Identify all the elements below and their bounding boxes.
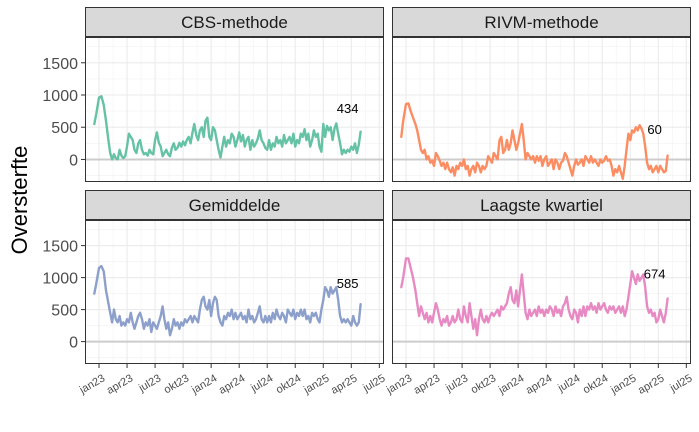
x-tick-label: okt23 [162, 372, 191, 396]
facet-strip [392, 7, 691, 37]
panel-border [85, 37, 384, 182]
x-tick-label: jul23 [136, 372, 163, 395]
y-tick-label: 1500 [42, 56, 78, 73]
series-line-2 [93, 264, 362, 337]
last-value-label: 434 [337, 101, 359, 116]
x-tick-label: apr23 [412, 372, 442, 396]
x-tick-label: apr25 [636, 372, 666, 396]
last-value-label: 674 [644, 266, 666, 281]
facet-strip [85, 7, 384, 37]
panel-border [392, 37, 691, 182]
facet-strip [85, 190, 384, 220]
y-tick-label: 500 [51, 303, 78, 320]
facet-title: Laagste kwartiel [480, 196, 603, 215]
facet-strip [392, 190, 691, 220]
x-tick-label: jan25 [608, 372, 638, 396]
x-tick-label: jan25 [301, 372, 331, 396]
panel-0: 434 CBS-methode 0 500 1000 1500 [42, 7, 384, 182]
panel-border [392, 220, 691, 364]
y-tick-label: 0 [69, 152, 78, 169]
x-tick-label: jan24 [496, 372, 526, 396]
panel-border [85, 220, 384, 364]
x-tick-label: okt24 [274, 372, 303, 396]
x-tick-label: okt24 [581, 372, 610, 396]
x-tick-label: jan24 [189, 372, 219, 396]
x-tick-label: jul24 [555, 372, 582, 395]
facet-title: Gemiddelde [189, 196, 281, 215]
y-tick-label: 0 [69, 335, 78, 352]
x-tick-label: jul24 [248, 372, 275, 395]
series-line-1 [400, 102, 669, 180]
x-tick-label: apr25 [329, 372, 359, 396]
x-tick-label: jul25 [667, 372, 694, 395]
x-tick-label: apr24 [524, 372, 554, 396]
panel-background [85, 37, 384, 182]
series-line-3 [400, 257, 669, 337]
x-tick-label: jul23 [443, 372, 470, 395]
facet-title: CBS-methode [181, 13, 288, 32]
last-value-label: 60 [647, 122, 661, 137]
y-tick-label: 1000 [42, 271, 78, 288]
y-tick-label: 1500 [42, 239, 78, 256]
last-value-label: 585 [337, 276, 359, 291]
x-tick-label: okt23 [469, 372, 498, 396]
y-axis-title: Oversterfte [7, 146, 32, 255]
panel-1: 60 RIVM-methode [392, 7, 691, 182]
x-tick-label: jan23 [77, 372, 107, 396]
y-tick-label: 1000 [42, 88, 78, 105]
x-tick-label: jul25 [360, 372, 387, 395]
y-tick-label: 500 [51, 120, 78, 137]
facet-title: RIVM-methode [484, 13, 598, 32]
series-line-0 [93, 95, 362, 161]
x-tick-label: jan23 [384, 372, 414, 396]
x-tick-label: apr24 [217, 372, 247, 396]
x-tick-label: apr23 [105, 372, 135, 396]
panel-background [392, 220, 691, 364]
